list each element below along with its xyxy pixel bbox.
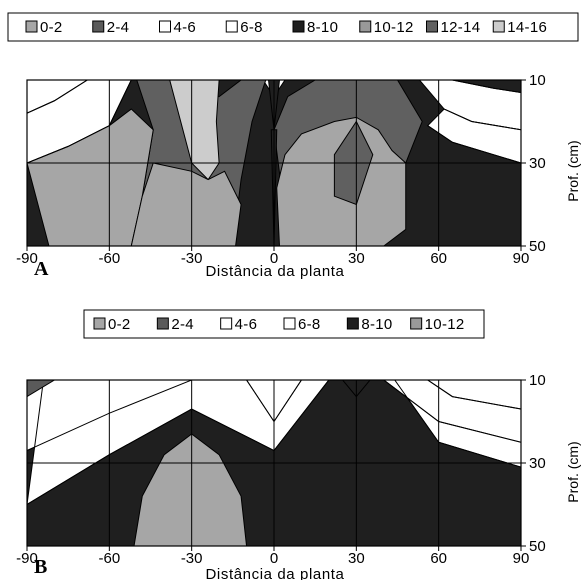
panel-label-a: A <box>34 258 49 280</box>
legend-swatch <box>359 20 372 33</box>
legend-label: 10-12 <box>374 19 414 36</box>
legend-label: 8-10 <box>361 316 392 333</box>
x-tick-label: 0 <box>270 550 278 567</box>
contour-region <box>169 80 220 181</box>
legend-a: 0-2 2-4 4-6 6-8 8-10 10-12 12-14 14-16 <box>7 12 579 42</box>
x-tick-label: -90 <box>16 550 38 567</box>
legend-swatch <box>159 20 171 33</box>
legend-label: 4-6 <box>235 316 258 333</box>
x-tick-label: 90 <box>513 250 530 267</box>
legend-label: 0-2 <box>108 316 131 333</box>
x-axis-title-b: Distância da planta <box>206 566 345 580</box>
y-tick-label: 50 <box>529 238 546 255</box>
legend-swatch <box>156 317 169 330</box>
y-tick-label: 30 <box>529 155 546 172</box>
y-axis-title-b: Prof. (cm) <box>565 441 581 502</box>
x-tick-label: 60 <box>430 250 447 267</box>
x-tick-label: 30 <box>348 250 365 267</box>
y-tick-label: 30 <box>529 455 546 472</box>
panel-label-b: B <box>34 556 47 578</box>
tick-labels-a: -90 -60 -30 0 30 60 90 10 30 50 <box>16 72 546 267</box>
contour-plot-a <box>26 79 522 247</box>
x-tick-label: 0 <box>270 250 278 267</box>
legend-label: 0-2 <box>40 19 63 36</box>
legend-label: 10-12 <box>425 316 465 333</box>
legend-b: 0-2 2-4 4-6 6-8 8-10 10-12 <box>83 309 485 339</box>
x-tick-label: 60 <box>430 550 447 567</box>
legend-label: 8-10 <box>307 19 338 36</box>
x-tick-label: -60 <box>98 550 120 567</box>
legend-label: 4-6 <box>174 19 197 36</box>
legend-swatch <box>93 317 106 330</box>
y-tick-label: 50 <box>529 538 546 555</box>
contour-line <box>427 125 521 164</box>
legend-swatch <box>283 317 296 330</box>
legend-swatch <box>220 317 233 330</box>
contour-region <box>27 380 56 398</box>
legend-label: 6-8 <box>240 19 263 36</box>
legend-label: 2-4 <box>171 316 194 333</box>
legend-swatch <box>346 317 359 330</box>
contour-line <box>27 80 88 114</box>
contour-line <box>27 80 132 164</box>
contour-line <box>443 108 521 131</box>
y-tick-label: 10 <box>529 72 546 89</box>
legend-swatch <box>92 20 105 33</box>
legend-swatch <box>426 20 438 33</box>
tick-labels-b: -90 -60 -30 0 30 60 90 10 30 50 <box>16 372 546 567</box>
legend-label: 14-16 <box>507 19 547 36</box>
contour-line <box>419 80 521 93</box>
contour-region <box>130 162 242 246</box>
x-axis-title-a: Distância da planta <box>206 263 345 280</box>
legend-swatch <box>292 20 305 33</box>
legend-label: 12-14 <box>441 19 481 36</box>
legend-swatch <box>410 317 423 330</box>
x-tick-label: -90 <box>16 250 38 267</box>
y-tick-label: 10 <box>529 372 546 389</box>
legend-swatch <box>492 20 505 33</box>
x-tick-label: 30 <box>348 550 365 567</box>
x-tick-label: -30 <box>181 250 203 267</box>
legend-label: 2-4 <box>107 19 130 36</box>
legend-label: 6-8 <box>298 316 321 333</box>
contour-line <box>427 380 521 410</box>
x-tick-label: -30 <box>181 550 203 567</box>
contour-region <box>133 433 248 546</box>
x-tick-label: 90 <box>513 550 530 567</box>
legend-swatch <box>25 20 38 33</box>
contour-plot-b <box>26 379 522 547</box>
legend-swatch <box>225 20 238 33</box>
y-axis-title-a: Prof. (cm) <box>565 140 581 201</box>
x-tick-label: -60 <box>98 250 120 267</box>
